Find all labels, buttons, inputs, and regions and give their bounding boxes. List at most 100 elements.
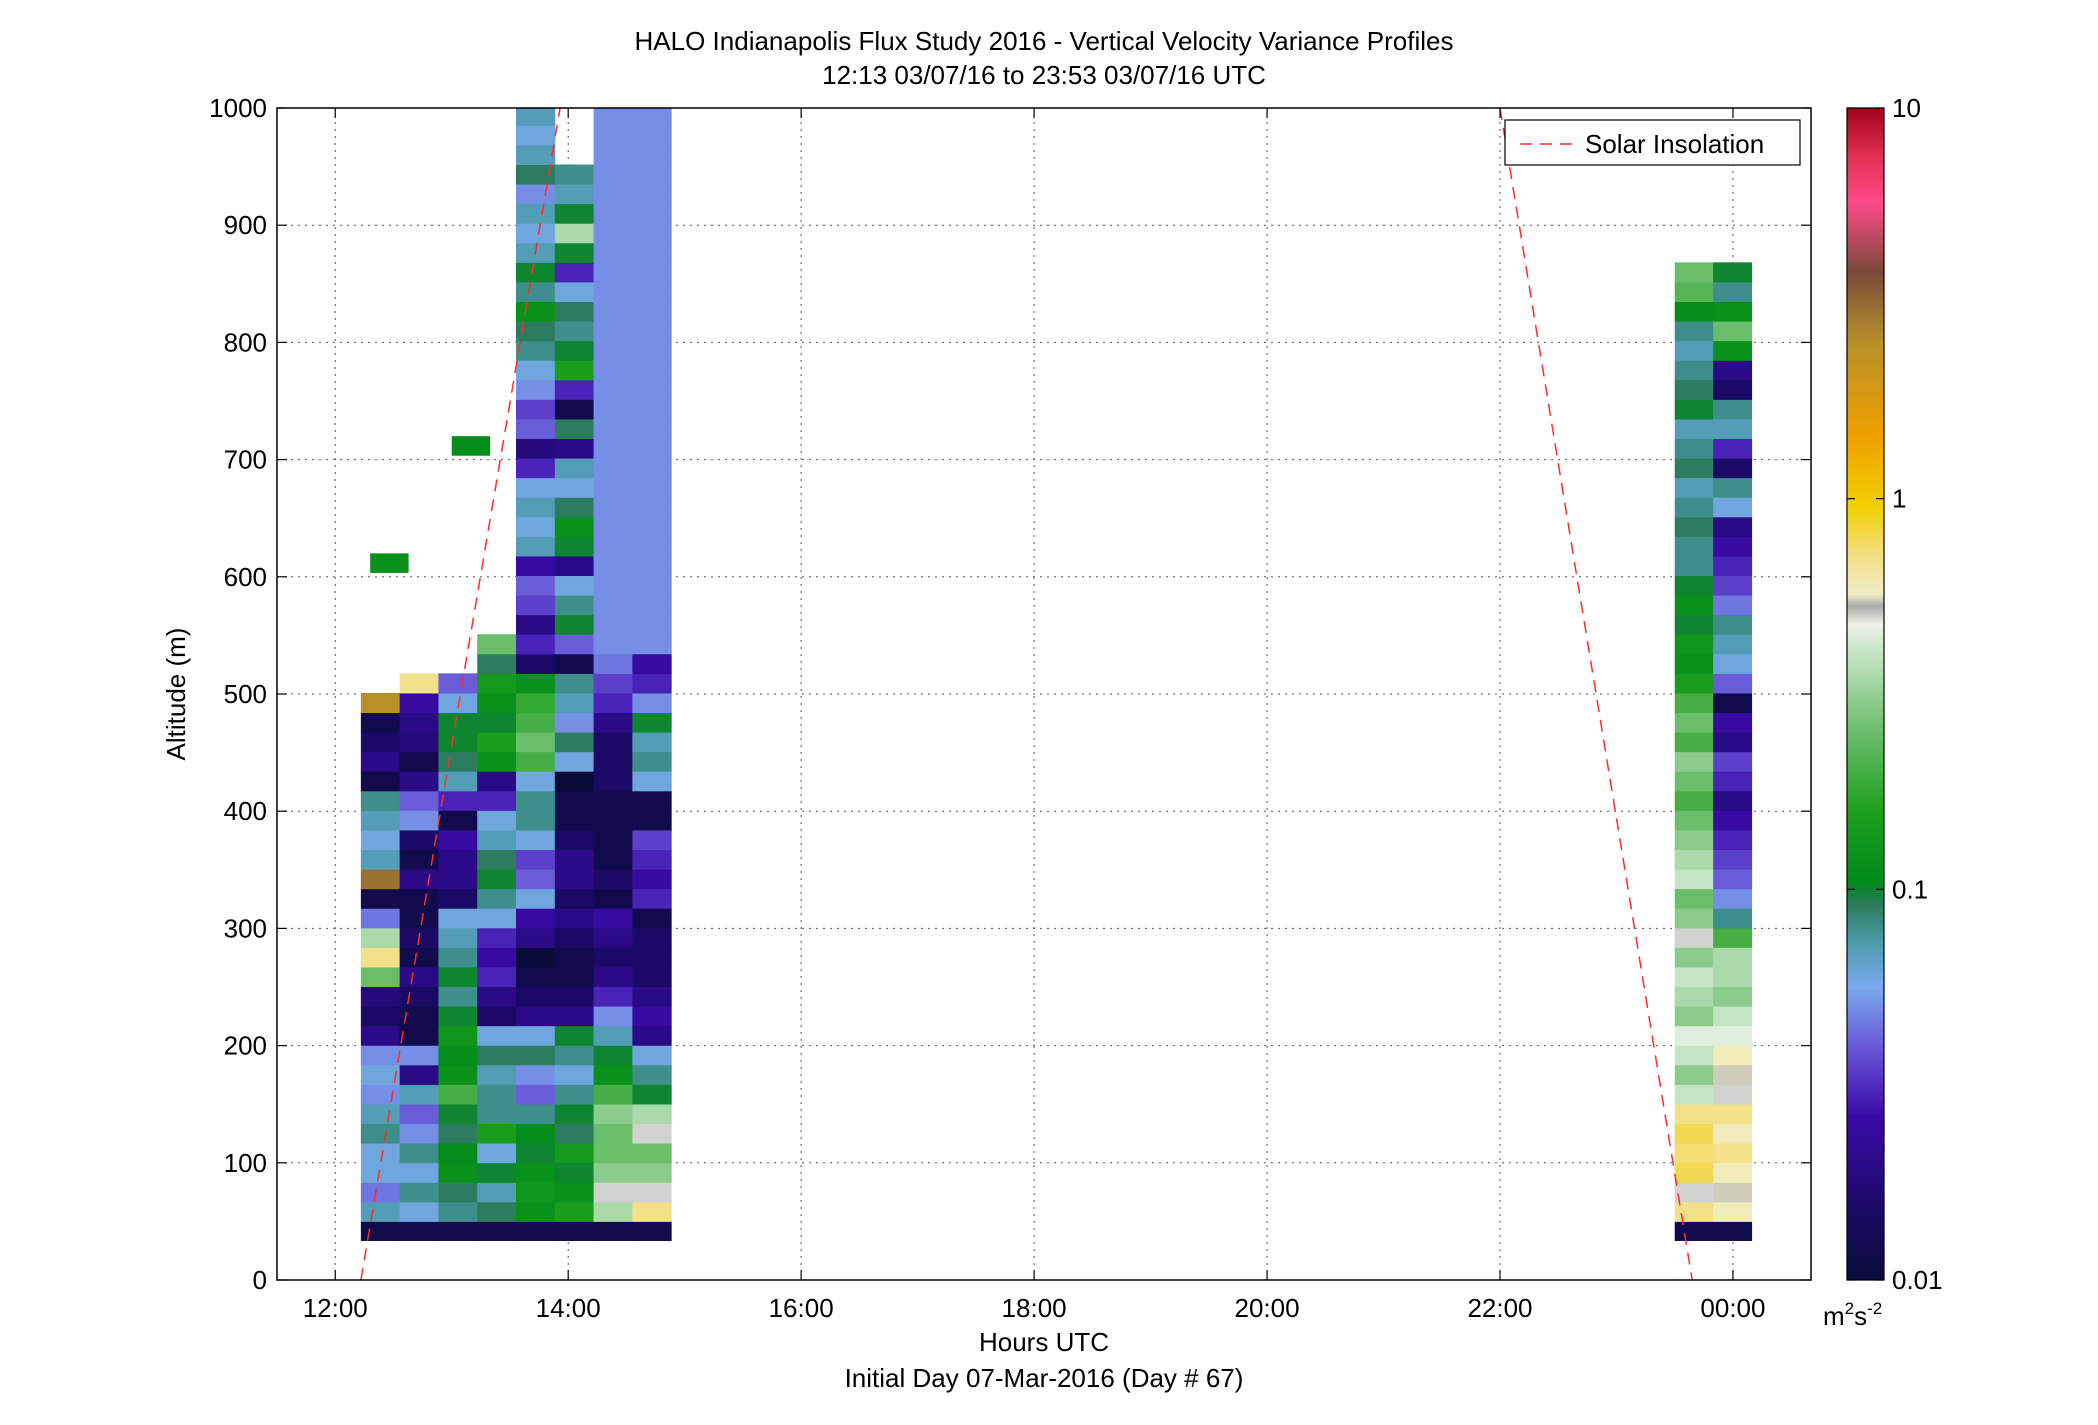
heatmap-cell xyxy=(516,751,556,772)
y-tick-label: 500 xyxy=(224,679,267,709)
heatmap-cell xyxy=(360,1084,401,1105)
heatmap-cell xyxy=(360,712,401,733)
heatmap-cell xyxy=(1674,438,1714,459)
heatmap-cell xyxy=(438,1103,478,1125)
heatmap-cell xyxy=(477,927,517,948)
heatmap-cell xyxy=(1674,829,1714,851)
heatmap-cell xyxy=(554,184,595,205)
heatmap-cell xyxy=(593,1182,633,1203)
colorbar-tick-label: 0.1 xyxy=(1892,874,1928,904)
heatmap-cell xyxy=(593,438,633,459)
heatmap-cell xyxy=(593,1143,633,1164)
heatmap-cell xyxy=(593,164,633,185)
heatmap-cell xyxy=(516,1045,556,1066)
heatmap-cell xyxy=(438,927,478,948)
heatmap-cell xyxy=(1713,673,1753,694)
heatmap-cell xyxy=(632,829,672,851)
heatmap-cell xyxy=(632,0,671,8)
heatmap-cell xyxy=(594,27,633,47)
heatmap-cell xyxy=(1674,301,1714,322)
heatmap-cell xyxy=(516,223,556,244)
heatmap-cell xyxy=(516,1006,556,1027)
heatmap-cell xyxy=(370,553,409,573)
heatmap-cell xyxy=(516,1025,556,1046)
heatmap-cell xyxy=(1674,477,1714,498)
x-tick-label: 22:00 xyxy=(1467,1293,1532,1323)
heatmap-cell xyxy=(554,634,595,655)
heatmap-cell xyxy=(593,927,633,948)
heatmap-cell xyxy=(399,888,439,909)
heatmap-cell xyxy=(438,810,478,831)
heatmap-cell xyxy=(438,947,478,968)
y-tick-label: 0 xyxy=(253,1265,267,1295)
heatmap-cell xyxy=(1674,360,1714,381)
heatmap-cell xyxy=(554,1045,595,1066)
heatmap-cell xyxy=(632,1103,672,1125)
heatmap-cell xyxy=(593,262,633,283)
heatmap-cell xyxy=(477,966,517,988)
heatmap-cell xyxy=(1713,555,1753,577)
heatmap-cell xyxy=(1674,1084,1714,1105)
heatmap-cell xyxy=(554,301,595,322)
heatmap-cell xyxy=(360,771,401,792)
heatmap-cell xyxy=(554,790,595,811)
y-tick-label: 400 xyxy=(224,796,267,826)
solar-insolation-line xyxy=(360,108,561,1280)
heatmap-cell xyxy=(516,653,556,674)
heatmap-cell xyxy=(1713,1123,1753,1144)
heatmap-cell xyxy=(593,1162,633,1183)
heatmap-cell xyxy=(1713,281,1753,302)
heatmap-cell xyxy=(593,908,633,929)
heatmap-cell xyxy=(554,1123,595,1144)
heatmap-cell xyxy=(1674,536,1714,557)
heatmap-cell xyxy=(593,301,633,322)
heatmap-cell xyxy=(438,751,478,772)
heatmap-cell xyxy=(477,810,517,831)
heatmap-cell xyxy=(1674,281,1714,302)
y-tick-label: 600 xyxy=(224,562,267,592)
heatmap-cell xyxy=(477,1084,517,1105)
heatmap-cell xyxy=(632,908,672,929)
heatmap-cell xyxy=(1713,1182,1753,1203)
heatmap-cell xyxy=(477,888,517,909)
chart-subtitle: 12:13 03/07/16 to 23:53 03/07/16 UTC xyxy=(822,60,1266,90)
heatmap-cell xyxy=(554,751,595,772)
heatmap-cell xyxy=(1713,1006,1753,1027)
heatmap-cell xyxy=(554,477,595,498)
heatmap-cell xyxy=(1674,458,1714,479)
heatmap-cell xyxy=(1674,1064,1714,1085)
colorbar-unit-mid: s xyxy=(1854,1301,1867,1331)
heatmap-cell xyxy=(1713,1201,1753,1222)
heatmap-cell xyxy=(593,966,633,988)
heatmap-cell xyxy=(554,281,595,302)
heatmap-cell xyxy=(593,869,633,890)
heatmap-cell xyxy=(1713,790,1753,811)
legend: Solar Insolation xyxy=(1504,119,1801,166)
x-tick-label: 16:00 xyxy=(769,1293,834,1323)
heatmap-cell xyxy=(632,634,672,655)
heatmap-cell xyxy=(593,986,633,1007)
heatmap-cell xyxy=(438,1045,478,1066)
heatmap-cell xyxy=(1674,1025,1714,1046)
heatmap-cell xyxy=(554,1221,595,1241)
heatmap-cell xyxy=(516,810,556,831)
heatmap-cell xyxy=(1713,497,1753,518)
heatmap-cell xyxy=(1674,321,1714,342)
heatmap-cell xyxy=(632,751,672,772)
heatmap-cell xyxy=(1674,634,1714,655)
heatmap-cell xyxy=(516,203,556,224)
heatmap-cell xyxy=(594,0,633,8)
heatmap-cell xyxy=(632,966,672,988)
x-tick-label: 00:00 xyxy=(1700,1293,1765,1323)
heatmap-cell xyxy=(477,1103,517,1125)
heatmap-cell xyxy=(632,536,672,557)
heatmap-cell xyxy=(632,810,672,831)
heatmap-cell xyxy=(593,203,633,224)
heatmap-cell xyxy=(477,1201,517,1222)
heatmap-cell xyxy=(477,751,517,772)
heatmap-cell xyxy=(632,203,672,224)
heatmap-cell xyxy=(632,301,672,322)
heatmap-cell xyxy=(632,927,672,948)
heatmap-cell xyxy=(632,497,672,518)
heatmap-cell xyxy=(360,1064,401,1085)
